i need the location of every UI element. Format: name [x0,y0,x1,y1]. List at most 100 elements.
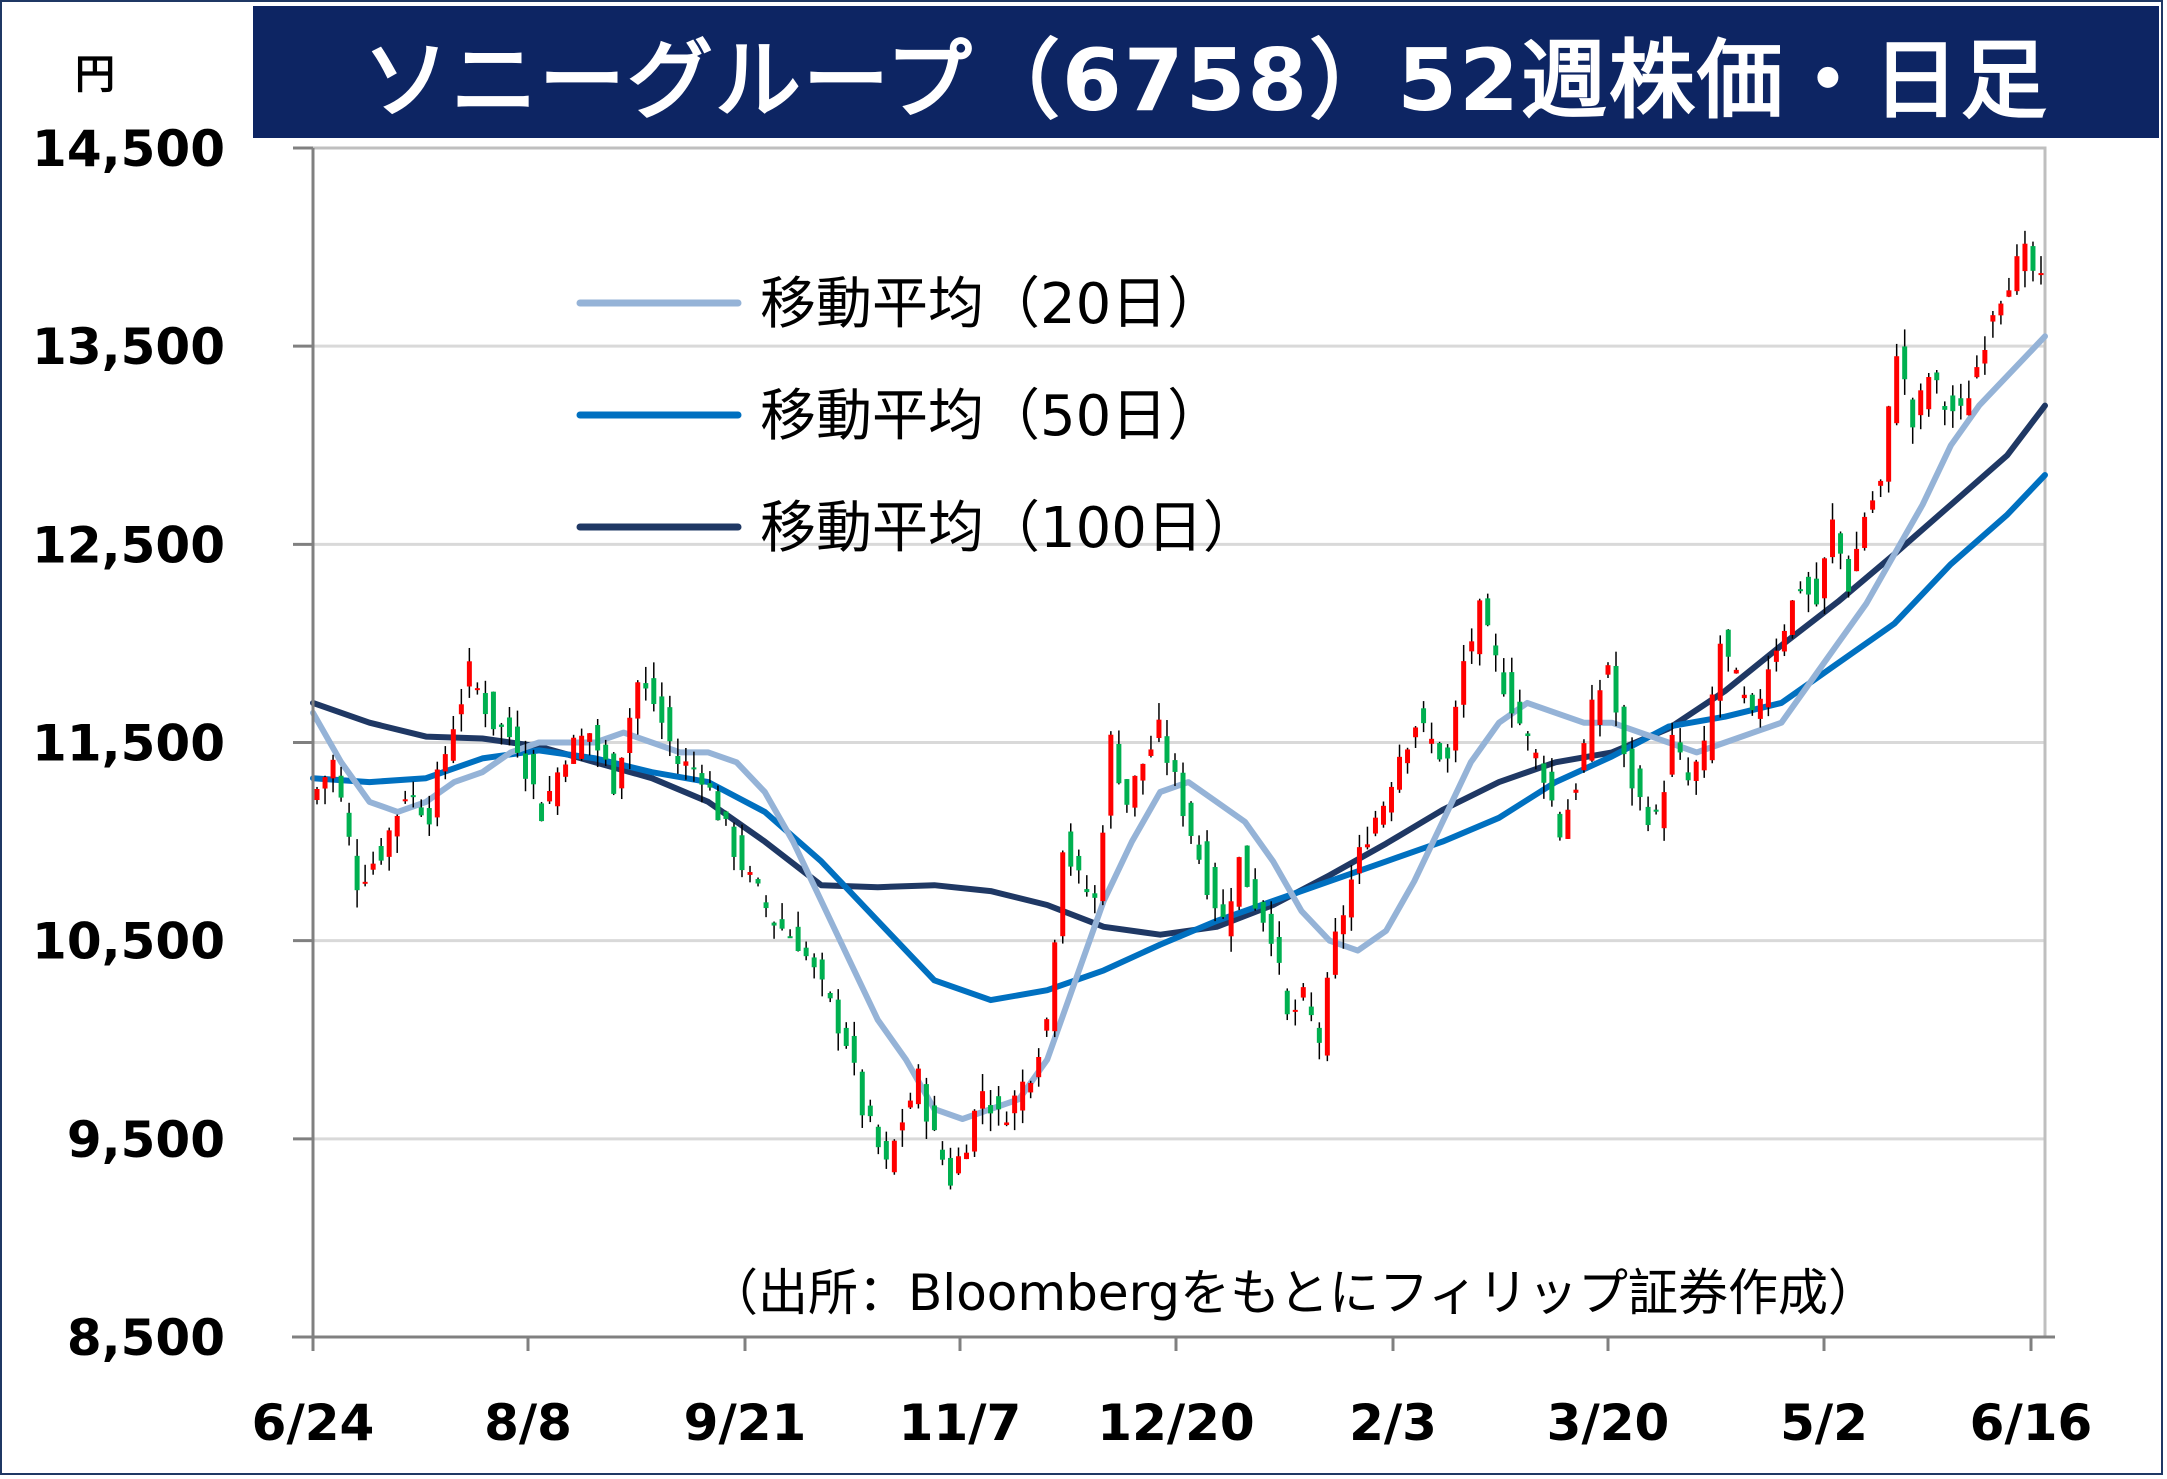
candle-body [1605,665,1611,675]
candle-body [939,1149,945,1160]
candle [1437,741,1443,762]
candle [1605,662,1611,678]
candle-body [314,789,320,801]
candle [1765,655,1771,717]
candle-body [1292,1009,1298,1012]
candle [2030,241,2036,282]
candle [843,1022,849,1049]
y-tick-label: 13,500 [32,318,225,376]
candle [1525,731,1531,751]
candle-body [1805,576,1811,595]
candle [883,1131,889,1169]
candle [1116,730,1122,785]
candle-body [1822,558,1827,599]
x-tick-label: 8/8 [484,1394,572,1452]
candle [931,1095,937,1132]
candle-body [466,661,472,687]
candle-body [1637,768,1643,798]
candle-body [763,902,769,909]
candle [1974,355,1980,379]
candle-body [547,791,553,802]
candle-body [2022,243,2028,272]
candle-body [1685,772,1691,781]
candle-body [1268,913,1274,944]
candle-body [635,682,641,719]
candle [1252,868,1258,911]
x-tick-label: 9/21 [684,1394,807,1452]
candle [915,1064,921,1109]
candle-body [1204,841,1210,895]
candle-body [1789,600,1795,635]
candle-body [683,761,689,766]
candle [603,739,609,767]
candle [1477,598,1483,666]
candle-body [827,992,833,999]
candle [1709,686,1715,764]
candle [1725,629,1731,672]
candle-body [587,733,593,742]
candle [1990,310,1996,338]
legend: 移動平均（20日） 移動平均（50日） 移動平均（100日） [576,272,1259,561]
candle [1509,657,1515,728]
candle [1653,804,1659,815]
candle [362,864,368,887]
candle-body [899,1122,905,1131]
candle [1950,385,1956,428]
candle-body [715,791,721,821]
candle [1629,737,1635,806]
y-tick-label: 12,500 [32,516,225,574]
candle-body [1453,706,1459,751]
candle [1445,744,1451,773]
candle-body [603,744,609,760]
candle-body [643,683,649,689]
candle [851,1021,857,1076]
candle [1541,755,1547,799]
candle [1108,731,1114,829]
candle-body [787,936,793,939]
candle-body [667,707,673,742]
candle [1870,491,1876,513]
candle [1397,744,1403,793]
candle [659,682,665,740]
legend-label: 移動平均（50日） [760,384,1223,449]
candle [723,810,729,826]
candle [755,877,761,887]
title-bar: ソニーグループ（6758）52週株価・日足 [253,6,2159,138]
candle-body [1998,303,2004,316]
candle-body [490,691,496,730]
y-tick-label: 14,500 [32,120,225,178]
candle-body [707,783,713,788]
candle-body [923,1084,929,1122]
candle [482,680,488,728]
candle [1701,725,1707,778]
candle [1966,380,1972,416]
candle-body [1942,406,1948,410]
candle-body [410,795,416,798]
candle [707,771,713,791]
candle-body [1429,738,1435,744]
candle-body [699,773,705,785]
candle [1196,835,1202,865]
candle-body [579,735,585,759]
candle [667,695,673,757]
candle [1052,939,1058,1038]
candle-body [531,753,537,785]
candle [795,911,801,952]
candle [1212,862,1218,922]
candle-body [1549,771,1555,801]
candle-body [851,1035,857,1063]
candle-body [651,678,657,705]
candle-body [1380,805,1386,825]
candle [1340,905,1346,949]
candle [434,761,440,827]
candle [1044,1017,1050,1037]
candle [1878,479,1884,498]
candle [1092,885,1098,914]
candle-body [811,957,817,968]
candle-body [1364,844,1370,848]
candle [1934,369,1940,394]
candle [1268,901,1274,957]
y-tick-label: 8,500 [67,1309,225,1367]
candle-body [1797,589,1803,592]
candle [1998,300,2004,325]
